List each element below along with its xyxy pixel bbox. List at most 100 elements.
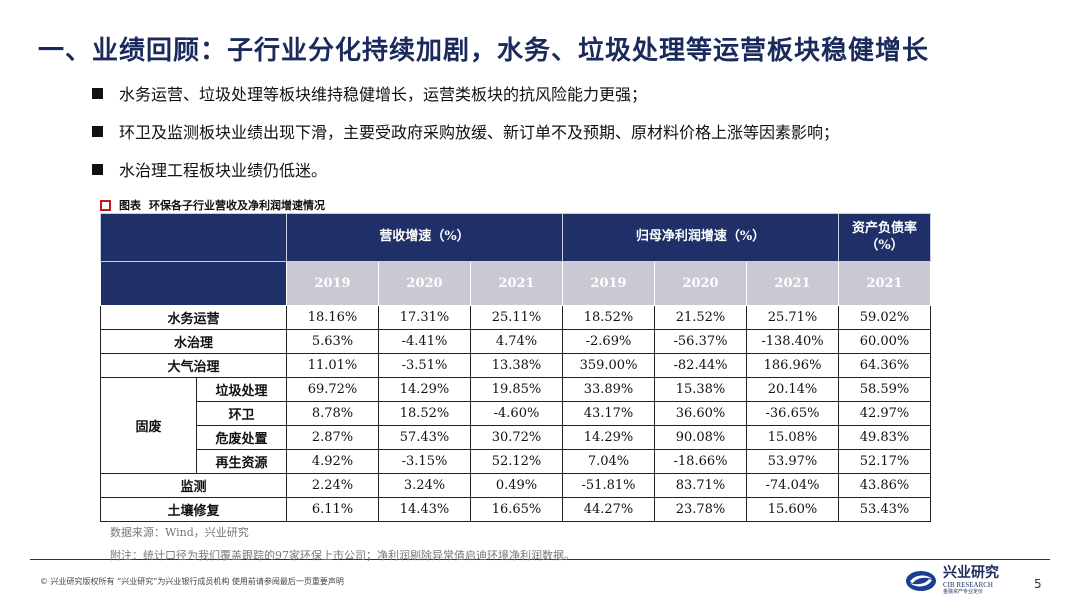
table-cell: 25.71% bbox=[746, 305, 839, 330]
table-cell: 23.78% bbox=[654, 497, 747, 522]
logo-english-name: CIB RESEARCH bbox=[943, 581, 993, 589]
table-cell: 13.38% bbox=[470, 353, 563, 378]
table-cell: 16.65% bbox=[470, 497, 563, 522]
table-cell: 3.24% bbox=[378, 473, 471, 498]
footer-copyright: © 兴业研究版权所有 “兴业研究”为兴业银行成员机构 使用前请参阅最后一页重要声… bbox=[40, 577, 344, 586]
table-cell: -3.15% bbox=[378, 449, 471, 474]
table-cell: 6.11% bbox=[286, 497, 379, 522]
table-cell: 359.00% bbox=[562, 353, 655, 378]
table-cell: -3.51% bbox=[378, 353, 471, 378]
table-caption: 图表 环保各子行业营收及净利润增速情况 bbox=[100, 197, 325, 213]
table-cell: -51.81% bbox=[562, 473, 655, 498]
table-cell: 33.89% bbox=[562, 377, 655, 402]
page-number: 5 bbox=[1034, 577, 1042, 591]
row-sublabel: 危废处置 bbox=[196, 425, 287, 450]
table-row: 水务运营 18.16% 17.31% 25.11% 18.52% 21.52% … bbox=[100, 305, 931, 330]
table-cell: -4.41% bbox=[378, 329, 471, 354]
table-cell: 5.63% bbox=[286, 329, 379, 354]
swirl-logo-icon bbox=[906, 570, 936, 591]
table-cell: -74.04% bbox=[746, 473, 839, 498]
logo-chinese-name: 兴业研究 bbox=[943, 565, 999, 581]
bullet-text: 环卫及监测板块业绩出现下滑，主要受政府采购放缓、新订单不及预期、原材料价格上涨等… bbox=[119, 123, 840, 142]
table-cell: 0.49% bbox=[470, 473, 563, 498]
header-blank bbox=[100, 213, 287, 262]
table-cell: 36.60% bbox=[654, 401, 747, 426]
square-bullet-icon bbox=[92, 163, 103, 175]
table-cell: 17.31% bbox=[378, 305, 471, 330]
table-cell: 25.11% bbox=[470, 305, 563, 330]
table-cell: -2.69% bbox=[562, 329, 655, 354]
table-cell: 186.96% bbox=[746, 353, 839, 378]
table-cell: 11.01% bbox=[286, 353, 379, 378]
table-cell: -138.40% bbox=[746, 329, 839, 354]
row-label: 监测 bbox=[100, 473, 287, 498]
bullet-text: 水治理工程板块业绩仍低迷。 bbox=[119, 161, 328, 180]
year-header: 2019 bbox=[286, 261, 379, 306]
table-cell: 59.02% bbox=[838, 305, 931, 330]
table-cell: 8.78% bbox=[286, 401, 379, 426]
table-cell: 14.29% bbox=[378, 377, 471, 402]
caption-label: 图表 bbox=[119, 199, 141, 212]
table-cell: 53.43% bbox=[838, 497, 931, 522]
table-cell: 60.00% bbox=[838, 329, 931, 354]
table-row: 再生资源 4.92% -3.15% 52.12% 7.04% -18.66% 5… bbox=[101, 449, 931, 474]
table-cell: 57.43% bbox=[378, 425, 471, 450]
square-bullet-icon bbox=[92, 125, 103, 137]
row-label: 大气治理 bbox=[100, 353, 287, 378]
table-cell: 83.71% bbox=[654, 473, 747, 498]
bullet-text: 水务运营、垃圾处理等板块维持稳健增长，运营类板块的抗风险能力更强； bbox=[119, 85, 648, 104]
cib-research-logo: 兴业研究 CIB RESEARCH 金融资产专业定价 bbox=[905, 566, 999, 595]
table-cell: 19.85% bbox=[470, 377, 563, 402]
table-cell: 43.17% bbox=[562, 401, 655, 426]
table-cell: 7.04% bbox=[562, 449, 655, 474]
table-cell: 52.17% bbox=[838, 449, 931, 474]
page-title: 一、业绩回顾：子行业分化持续加剧，水务、垃圾处理等运营板块稳健增长 bbox=[38, 36, 930, 66]
footer-divider bbox=[30, 559, 1050, 560]
table-row: 水治理 5.63% -4.41% 4.74% -2.69% -56.37% -1… bbox=[100, 329, 931, 354]
table-cell: 69.72% bbox=[286, 377, 379, 402]
table-cell: 14.29% bbox=[562, 425, 655, 450]
table-cell: 15.60% bbox=[746, 497, 839, 522]
table-row: 监测 2.24% 3.24% 0.49% -51.81% 83.71% -74.… bbox=[100, 473, 931, 498]
table-row: 危废处置 2.87% 57.43% 30.72% 14.29% 90.08% 1… bbox=[101, 425, 931, 450]
table-cell: -36.65% bbox=[746, 401, 839, 426]
caption-box-icon bbox=[100, 199, 111, 211]
row-label: 水治理 bbox=[100, 329, 287, 354]
year-header: 2020 bbox=[654, 261, 747, 306]
table-cell: 15.08% bbox=[746, 425, 839, 450]
table-cell: 15.38% bbox=[654, 377, 747, 402]
table-cell: 2.87% bbox=[286, 425, 379, 450]
table-cell: 18.16% bbox=[286, 305, 379, 330]
table-cell: 30.72% bbox=[470, 425, 563, 450]
year-header: 2021 bbox=[470, 261, 563, 306]
table-cell: 44.27% bbox=[562, 497, 655, 522]
row-label: 水务运营 bbox=[100, 305, 287, 330]
header-blank bbox=[100, 261, 287, 306]
table-cell: -82.44% bbox=[654, 353, 747, 378]
table-cell: 52.12% bbox=[470, 449, 563, 474]
footnote: 附注：统计口径为我们覆盖跟踪的97家环保上市公司；净利润剔除异常值启迪环境净利润… bbox=[110, 549, 575, 562]
data-source: 数据来源：Wind，兴业研究 bbox=[110, 526, 249, 539]
table-cell: 53.97% bbox=[746, 449, 839, 474]
table-cell: 90.08% bbox=[654, 425, 747, 450]
table-cell: -4.60% bbox=[470, 401, 563, 426]
table-cell: 4.74% bbox=[470, 329, 563, 354]
table-cell: 64.36% bbox=[838, 353, 931, 378]
table-cell: 18.52% bbox=[562, 305, 655, 330]
year-header: 2021 bbox=[838, 261, 931, 306]
row-sublabel: 环卫 bbox=[196, 401, 287, 426]
table-cell: 4.92% bbox=[286, 449, 379, 474]
table-cell: 58.59% bbox=[838, 377, 931, 402]
table-cell: 20.14% bbox=[746, 377, 839, 402]
header-debt-ratio: 资产负债率 （%） bbox=[838, 213, 931, 262]
table-cell: 21.52% bbox=[654, 305, 747, 330]
header-profit-growth: 归母净利润增速（%） bbox=[562, 213, 839, 262]
year-header: 2019 bbox=[562, 261, 655, 306]
year-header: 2020 bbox=[378, 261, 471, 306]
bullet-list: 水务运营、垃圾处理等板块维持稳健增长，运营类板块的抗风险能力更强； 环卫及监测板… bbox=[92, 74, 839, 188]
table-cell: 49.83% bbox=[838, 425, 931, 450]
table-cell: 18.52% bbox=[378, 401, 471, 426]
row-sublabel: 再生资源 bbox=[196, 449, 287, 474]
bullet-item: 水治理工程板块业绩仍低迷。 bbox=[92, 150, 839, 188]
table-cell: 14.43% bbox=[378, 497, 471, 522]
